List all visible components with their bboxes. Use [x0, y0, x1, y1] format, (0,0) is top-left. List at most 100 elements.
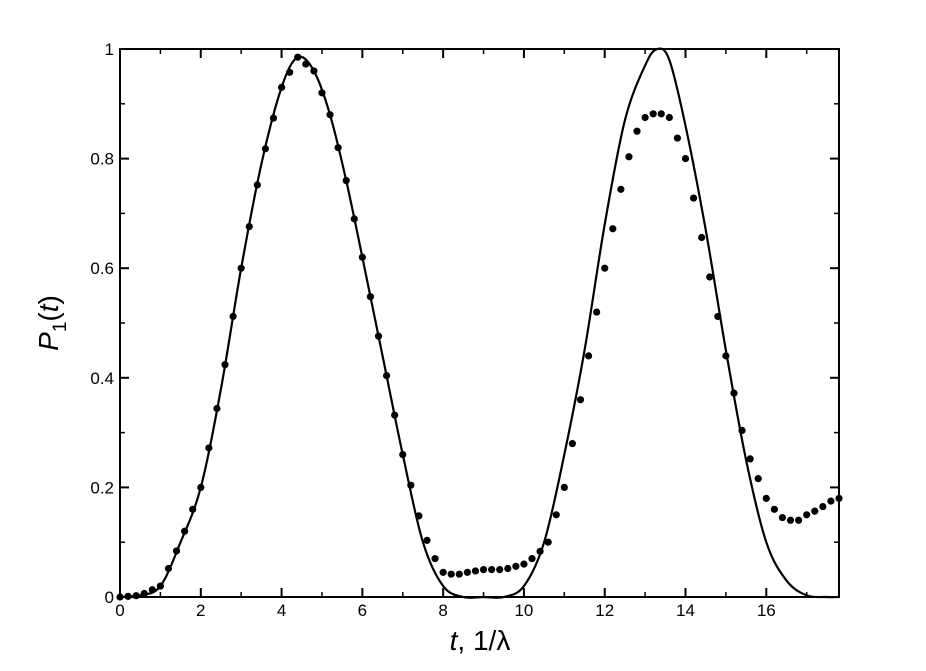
data-point: [423, 536, 431, 544]
data-point: [463, 568, 471, 576]
data-point: [261, 145, 270, 153]
data-point: [746, 455, 754, 463]
data-point: [544, 538, 552, 546]
data-point: [512, 562, 520, 570]
data-point: [617, 185, 625, 193]
series-line: [119, 47, 840, 599]
data-point: [560, 483, 568, 491]
data-point: [164, 564, 173, 573]
y-tick-label: 0.4: [90, 369, 114, 388]
data-point: [471, 567, 480, 575]
data-point: [827, 497, 835, 505]
data-point: [536, 547, 544, 555]
data-point: [431, 555, 439, 563]
data-point: [213, 404, 221, 413]
data-point: [819, 502, 827, 511]
data-point: [778, 513, 787, 522]
data-point: [310, 67, 318, 75]
data-point: [584, 352, 593, 360]
data-point: [520, 560, 528, 568]
data-point: [116, 593, 124, 601]
data-point: [140, 589, 148, 598]
data-point: [334, 144, 342, 152]
data-point: [455, 570, 463, 578]
data-point: [132, 592, 140, 600]
data-point: [415, 512, 423, 520]
data-point: [730, 389, 738, 397]
x-tick-label: 12: [595, 601, 614, 620]
data-point: [770, 505, 778, 513]
data-point: [286, 68, 294, 76]
data-point: [124, 592, 132, 600]
data-point: [762, 494, 770, 502]
y-axis-title: P1(t): [33, 295, 71, 351]
data-point: [786, 516, 795, 524]
data-point: [382, 372, 391, 380]
data-point: [722, 352, 730, 360]
y-tick-label: 0.6: [90, 259, 114, 278]
data-point: [593, 308, 601, 316]
data-point: [681, 155, 690, 163]
data-point: [189, 505, 197, 513]
data-point: [294, 53, 302, 61]
data-point: [277, 83, 286, 91]
data-point: [318, 89, 326, 97]
data-point: [496, 566, 504, 574]
data-point: [706, 273, 714, 281]
data-point: [407, 481, 415, 489]
y-tick-label: 1: [105, 40, 114, 59]
data-point: [479, 566, 488, 574]
data-point: [657, 110, 665, 118]
data-point: [714, 312, 722, 321]
y-tick-label: 0.2: [90, 478, 114, 497]
data-point: [374, 332, 383, 340]
data-point: [504, 564, 512, 573]
data-point: [148, 586, 156, 594]
data-point: [528, 555, 536, 563]
x-tick-label: 16: [757, 601, 776, 620]
data-point: [302, 60, 310, 68]
data-point: [625, 153, 633, 161]
data-point: [835, 494, 843, 502]
x-axis-title: t, 1/λ: [450, 625, 511, 656]
series-points-group: [116, 53, 843, 601]
data-point: [358, 253, 366, 261]
data-point: [350, 215, 358, 223]
data-point: [221, 361, 229, 369]
data-point: [568, 439, 577, 448]
data-point: [253, 181, 261, 189]
data-point: [649, 110, 657, 118]
data-point: [172, 547, 181, 555]
data-point: [156, 582, 164, 590]
data-point: [689, 194, 698, 202]
data-point: [391, 411, 399, 419]
data-point: [601, 264, 609, 272]
data-point: [803, 511, 811, 519]
data-point: [673, 134, 682, 142]
x-tick-label: 6: [358, 601, 367, 620]
x-tick-label: 8: [438, 601, 447, 620]
y-tick-label: 0: [105, 588, 114, 607]
data-point: [229, 312, 237, 321]
data-point: [633, 127, 641, 135]
data-point: [399, 450, 407, 459]
plot-frame: [119, 48, 840, 598]
data-point: [665, 113, 673, 122]
data-point: [269, 114, 278, 122]
data-point: [641, 113, 649, 122]
data-point: [439, 568, 447, 576]
y-tick-label: 0.8: [90, 150, 114, 169]
data-point: [237, 264, 245, 272]
axis-tick-labels: 0 2 4 6 8 10 12 14 16 0 0.2 0.4 0.6 0.8 1: [90, 40, 775, 620]
data-point: [245, 222, 253, 231]
data-point: [488, 566, 496, 574]
data-point: [738, 426, 746, 435]
x-tick-label: 4: [277, 601, 286, 620]
data-point: [609, 225, 617, 233]
data-point: [447, 570, 455, 578]
x-tick-label: 14: [676, 601, 695, 620]
data-point: [811, 507, 819, 515]
data-point: [754, 475, 762, 483]
data-point: [552, 511, 560, 519]
x-tick-label: 10: [514, 601, 533, 620]
